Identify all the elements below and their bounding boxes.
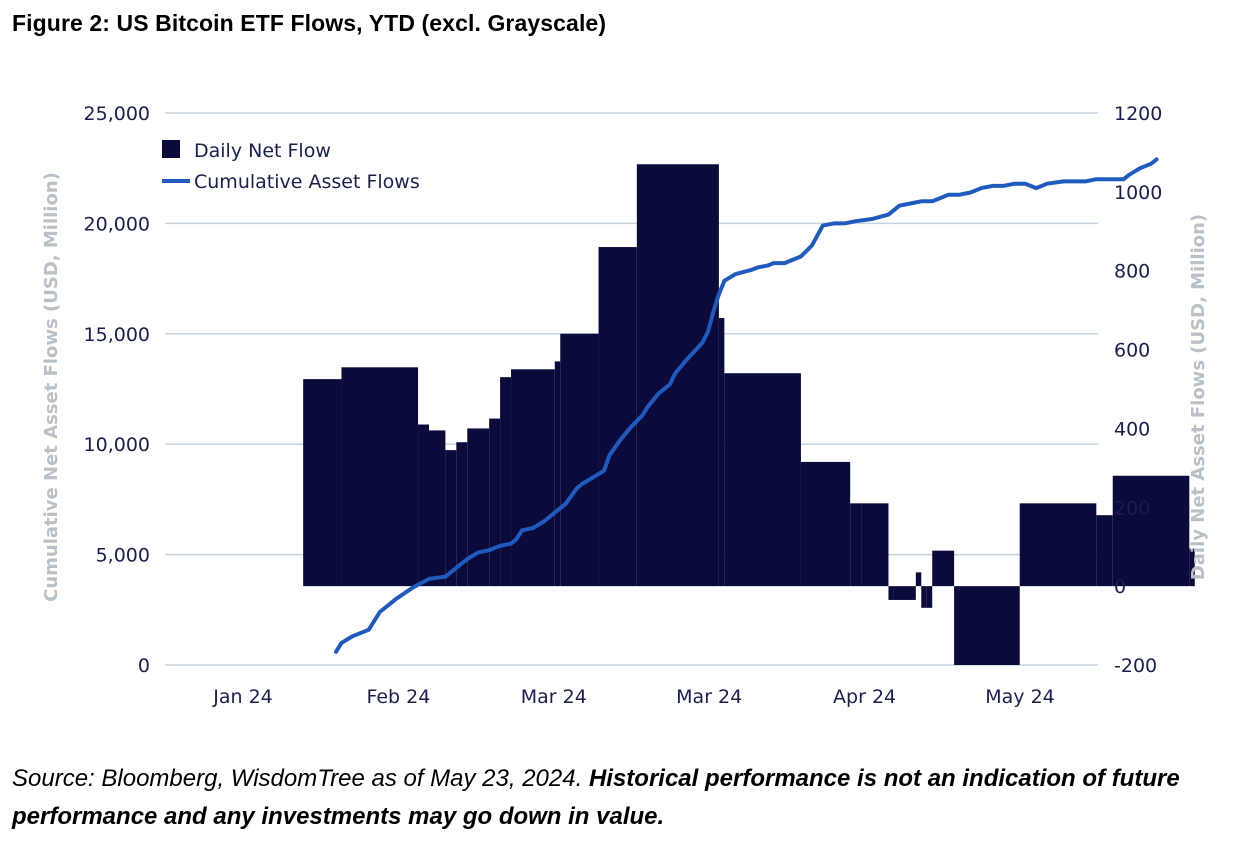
bar-daily-net-flow — [560, 333, 599, 587]
right-tick-label: 0 — [1114, 576, 1126, 598]
x-tick-label: Apr 24 — [833, 686, 896, 708]
right-tick-label: 800 — [1114, 261, 1150, 283]
cumulative-flow-line — [334, 157, 1159, 654]
bar-daily-net-flow — [1112, 475, 1190, 587]
right-tick-label: 200 — [1114, 497, 1150, 519]
bar-daily-net-flow — [1189, 548, 1195, 587]
left-axis-ticks: 0 5,000 10,000 15,000 20,000 25,000 — [84, 103, 150, 677]
bar-daily-net-flow — [445, 450, 457, 587]
left-tick-label: 25,000 — [84, 103, 150, 125]
bar-daily-net-flow — [888, 586, 894, 600]
legend-label-cumulative-asset-flows: Cumulative Asset Flows — [194, 171, 420, 193]
legend-label-daily-net-flow: Daily Net Flow — [194, 140, 331, 162]
chart: 0 5,000 10,000 15,000 20,000 25,000 -200 0 200 4… — [41, 103, 1209, 708]
bar-daily-net-flow — [428, 430, 446, 587]
right-axis-title: Daily Net Asset Flows (USD, Million) — [1188, 214, 1209, 580]
bar-daily-net-flow — [500, 377, 512, 587]
left-tick-label: 5,000 — [96, 545, 150, 567]
bar-daily-net-flow — [724, 373, 801, 587]
bar-daily-net-flow — [718, 318, 725, 587]
left-tick-label: 20,000 — [84, 213, 150, 235]
bar-daily-net-flow — [341, 367, 419, 587]
right-tick-label: 1200 — [1114, 103, 1162, 125]
x-tick-label: Feb 24 — [366, 686, 430, 708]
bar-daily-net-flow — [467, 428, 490, 587]
right-axis-ticks: -200 0 200 400 600 800 1000 1200 — [1114, 103, 1162, 677]
bar-daily-net-flow — [932, 550, 955, 587]
bar-daily-net-flow — [954, 586, 1020, 665]
right-tick-label: 400 — [1114, 418, 1150, 440]
legend-bar-swatch — [162, 140, 180, 158]
x-tick-label: Jan 24 — [212, 686, 273, 708]
bar-daily-net-flow — [915, 572, 922, 587]
bar-daily-net-flow — [926, 586, 933, 608]
left-tick-label: 10,000 — [84, 434, 150, 456]
bar-daily-net-flow — [861, 503, 889, 587]
left-tick-label: 15,000 — [84, 324, 150, 346]
left-axis-title: Cumulative Net Asset Flows (USD, Million… — [41, 172, 62, 602]
line-cumulative-asset-flows — [334, 157, 1159, 654]
bar-daily-net-flow — [850, 503, 862, 587]
right-tick-label: -200 — [1114, 655, 1157, 677]
x-tick-label: Mar 24 — [521, 686, 587, 708]
figure-title: Figure 2: US Bitcoin ETF Flows, YTD (exc… — [12, 10, 607, 36]
bar-daily-net-flow — [636, 164, 719, 587]
bar-daily-net-flow — [598, 247, 637, 587]
x-tick-label: Mar 24 — [676, 686, 742, 708]
x-tick-label: May 24 — [985, 686, 1055, 708]
source-note: Source: Bloomberg, WisdomTree as of May … — [12, 760, 1232, 836]
right-tick-label: 1000 — [1114, 182, 1162, 204]
right-tick-label: 600 — [1114, 340, 1150, 362]
bar-daily-net-flow — [921, 586, 927, 608]
source-note-plain: Source: Bloomberg, WisdomTree as of May … — [12, 765, 589, 792]
bar-daily-net-flow — [554, 361, 561, 587]
bar-daily-net-flow — [489, 418, 501, 587]
bar-daily-net-flow — [1019, 503, 1097, 587]
bar-daily-net-flow — [800, 461, 851, 587]
bar-daily-net-flow — [1096, 515, 1113, 587]
source-note-disclaimer: Historical performance is not an indicat… — [12, 765, 1180, 830]
daily-net-flow-bars — [303, 164, 1195, 665]
x-axis-ticks: Jan 24 Feb 24 Mar 24 Mar 24 Apr 24 May 24 — [212, 686, 1055, 708]
bar-daily-net-flow — [456, 442, 468, 587]
bar-daily-net-flow — [303, 379, 342, 587]
left-tick-label: 0 — [138, 655, 150, 677]
bar-daily-net-flow — [893, 586, 916, 600]
bar-daily-net-flow — [418, 424, 429, 587]
legend: Daily Net Flow Cumulative Asset Flows — [162, 140, 420, 193]
bar-daily-net-flow — [511, 369, 555, 587]
